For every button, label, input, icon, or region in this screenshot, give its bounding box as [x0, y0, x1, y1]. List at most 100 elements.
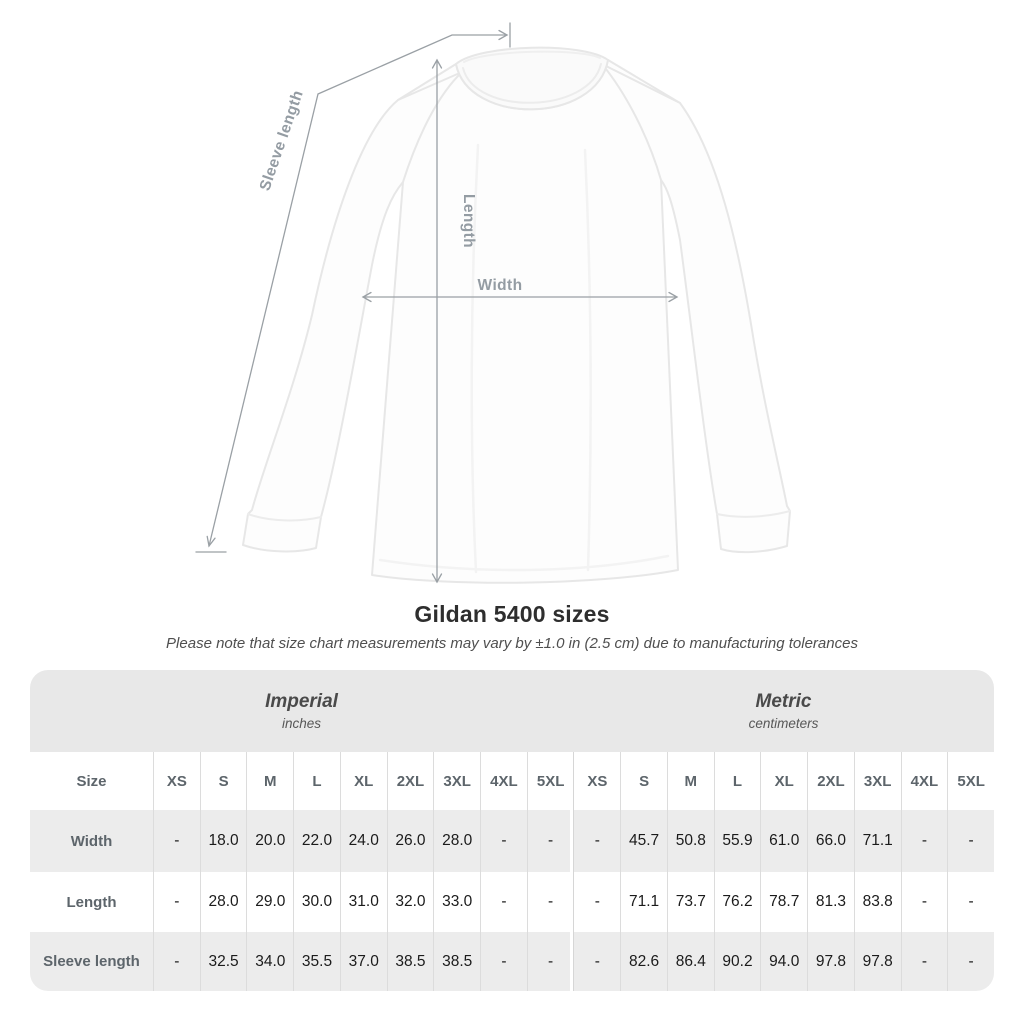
- value-cell: -: [947, 872, 994, 932]
- value-cell: -: [570, 872, 620, 932]
- value-cell: 82.6: [620, 932, 667, 991]
- sleeve-length-arrowhead-bottom: [206, 535, 216, 548]
- size-header-cell: 4XL: [900, 752, 948, 810]
- measurement-row: Sleeve length -32.5 34.0 35.5 37.0 38.5 38.5- -…: [30, 932, 994, 991]
- shirt-left-sleeve: [242, 71, 463, 553]
- size-header-cell: 2XL: [807, 752, 854, 810]
- value-cell: 31.0: [339, 872, 387, 932]
- value-cell: 29.0: [246, 872, 293, 932]
- value-cell: 35.5: [293, 932, 340, 991]
- value-cell: 78.7: [760, 872, 807, 932]
- page-title: Gildan 5400 sizes: [414, 601, 610, 627]
- size-header-cell: 4XL: [480, 752, 527, 810]
- length-arrowhead-top: [431, 58, 443, 69]
- value-cell: -: [570, 932, 620, 991]
- right-cuff-seam: [716, 510, 791, 518]
- value-cell: 24.0: [339, 810, 387, 872]
- dimension-lines: [195, 22, 679, 584]
- shirt-illustration: [242, 46, 791, 584]
- value-cell: 45.7: [620, 810, 667, 872]
- value-cell: 50.8: [666, 810, 714, 872]
- length-arrowhead-bottom: [431, 573, 443, 584]
- value-cell: 94.0: [760, 932, 807, 991]
- value-cell: 66.0: [807, 810, 854, 872]
- row-label: Width: [70, 832, 113, 850]
- size-header-cell: XS: [153, 752, 200, 810]
- imperial-header: Imperial inches: [30, 670, 573, 752]
- value-cell: -: [526, 932, 574, 991]
- measurement-row: Length -28.0 29.0 30.0 31.0 32.0 33.0- - -71.1 73…: [30, 872, 994, 932]
- shirt-diagram: Sleeve length Length Width: [195, 22, 791, 584]
- value-cell: -: [900, 810, 948, 872]
- value-cell: -: [900, 932, 948, 991]
- length-label: Length: [460, 194, 477, 248]
- value-cell: 34.0: [246, 932, 293, 991]
- imperial-label: Imperial: [265, 691, 338, 712]
- metric-header: Metric centimeters: [573, 670, 994, 752]
- value-cell: -: [153, 872, 200, 932]
- value-cell: 90.2: [713, 932, 761, 991]
- measurement-row: Width -18.0 20.0 22.0 24.0 26.0 28.0- - -45.7 50.…: [30, 810, 994, 872]
- value-cell: 71.1: [620, 872, 667, 932]
- shirt-right-sleeve: [601, 63, 791, 554]
- value-cell: -: [153, 810, 200, 872]
- size-column-header: Size: [76, 772, 107, 790]
- metric-label: Metric: [755, 691, 812, 712]
- size-header-cell: 3XL: [433, 752, 480, 810]
- value-cell: 97.8: [853, 932, 901, 991]
- size-header-cell: M: [666, 752, 714, 810]
- value-cell: 81.3: [807, 872, 854, 932]
- value-cell: 37.0: [339, 932, 387, 991]
- sleeve-length-label: Sleeve length: [257, 88, 307, 193]
- collar-band-line: [462, 63, 602, 104]
- value-cell: 30.0: [293, 872, 340, 932]
- unit-band: Imperial inches Metric centimeters: [30, 670, 994, 752]
- size-header-cell: 5XL: [526, 752, 574, 810]
- size-header-cell: M: [246, 752, 293, 810]
- value-cell: -: [480, 872, 527, 932]
- value-cell: 76.2: [713, 872, 761, 932]
- width-label: Width: [478, 277, 523, 294]
- value-cell: -: [947, 932, 994, 991]
- value-cell: -: [900, 872, 948, 932]
- value-cell: 38.5: [386, 932, 434, 991]
- size-header-cell: 5XL: [947, 752, 994, 810]
- size-header-cell: XL: [760, 752, 807, 810]
- value-cell: 55.9: [713, 810, 761, 872]
- value-cell: 28.0: [433, 810, 480, 872]
- value-cell: 61.0: [760, 810, 807, 872]
- size-header-cell: S: [620, 752, 667, 810]
- value-cell: 86.4: [666, 932, 714, 991]
- size-header-cell: 2XL: [386, 752, 434, 810]
- size-header-cell: 3XL: [853, 752, 901, 810]
- size-chart-table: Imperial inches Metric centimeters Size X…: [30, 670, 994, 991]
- tolerance-note: Please note that size chart measurements…: [166, 635, 858, 652]
- value-cell: 38.5: [433, 932, 480, 991]
- value-cell: -: [480, 932, 527, 991]
- metric-sublabel: centimeters: [748, 716, 819, 731]
- size-header-cell: S: [199, 752, 247, 810]
- value-cell: 71.1: [853, 810, 901, 872]
- value-cell: 20.0: [246, 810, 293, 872]
- value-cell: 33.0: [433, 872, 480, 932]
- width-arrowhead-right: [668, 291, 679, 303]
- collar-back-line: [463, 50, 601, 63]
- sleeve-length-arrowhead-right: [498, 29, 509, 41]
- value-cell: -: [570, 810, 620, 872]
- size-header-cell: L: [293, 752, 340, 810]
- value-cell: 73.7: [666, 872, 714, 932]
- fold-lines: [378, 143, 670, 574]
- left-cuff-seam: [247, 513, 322, 522]
- value-cell: 18.0: [199, 810, 247, 872]
- size-header-cell: L: [713, 752, 761, 810]
- sleeve-length-line: [208, 34, 508, 547]
- table-body: Size XS S M L XL 2XL 3XL 4XL 5XL XS S M L XL 2XL 3XL 4XL 5…: [30, 752, 994, 991]
- value-cell: -: [526, 872, 574, 932]
- size-header-row: Size XS S M L XL 2XL 3XL 4XL 5XL XS S M L XL 2XL 3XL 4XL 5…: [30, 752, 994, 810]
- value-cell: 83.8: [853, 872, 901, 932]
- value-cell: -: [526, 810, 574, 872]
- row-label: Length: [66, 893, 117, 911]
- value-cell: 32.0: [386, 872, 434, 932]
- imperial-sublabel: inches: [281, 716, 322, 731]
